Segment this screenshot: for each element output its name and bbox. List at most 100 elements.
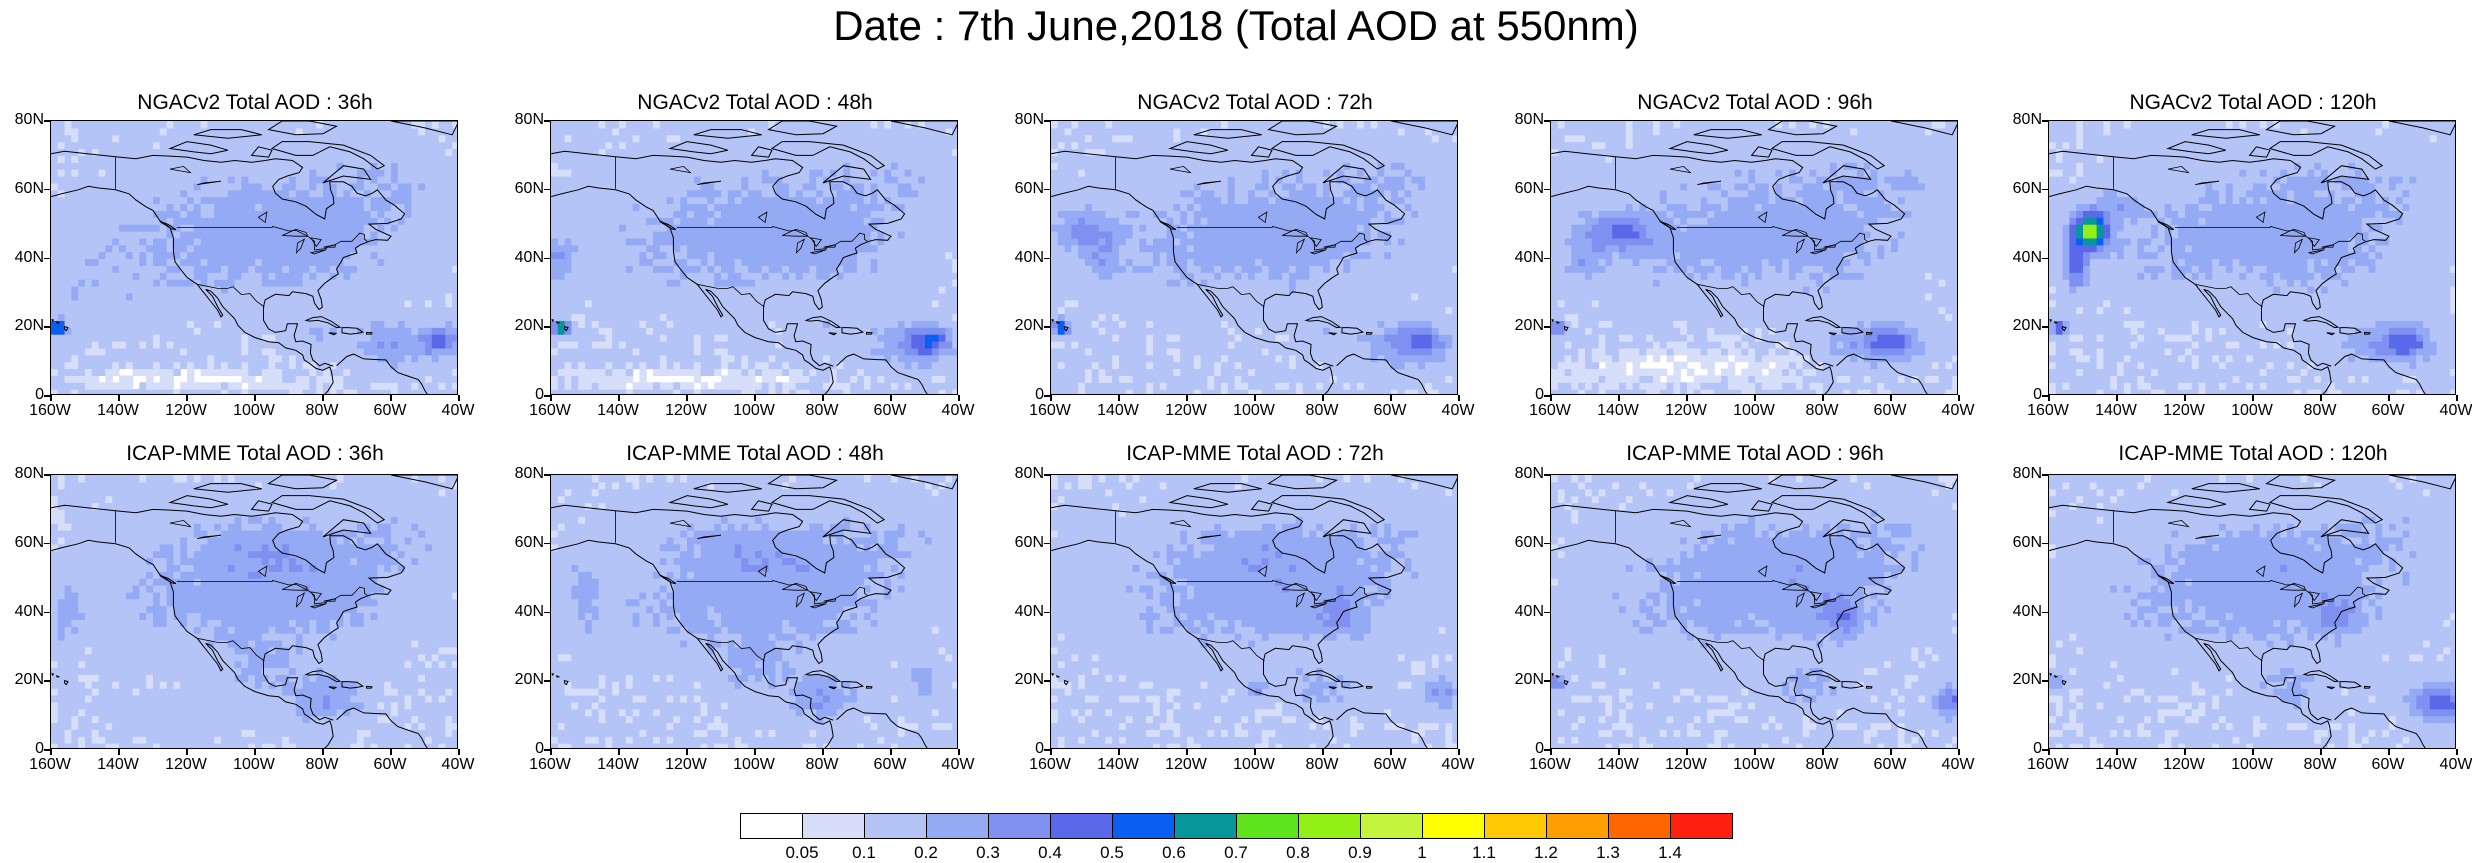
aod-cell [687,300,694,307]
aod-cell [262,169,269,176]
aod-cell [626,135,633,142]
aod-cell [262,197,269,204]
aod-cell [673,265,680,272]
aod-cell [133,307,140,314]
aod-cell [405,355,412,362]
aod-cell [864,204,871,211]
aod-cell [741,362,748,369]
aod-cell [350,279,357,286]
aod-cell [639,183,646,190]
aod-cell [343,286,350,293]
aod-cell [769,197,776,204]
aod-cell [687,183,694,190]
aod-cell [153,238,160,245]
aod-cell [701,348,708,355]
lat-tick-mark [544,326,550,328]
aod-cell [891,265,898,272]
aod-cell [748,327,755,334]
aod-cell [248,183,255,190]
aod-cell [241,183,248,190]
aod-cell [1065,348,1072,355]
aod-cell [85,355,92,362]
aod-cell [139,217,146,224]
aod-cell [932,382,939,389]
aod-cell [269,389,276,395]
aod-cell [565,362,572,369]
aod-cell [735,375,742,382]
aod-cell [78,121,85,128]
aod-cell [411,197,418,204]
aod-cell [309,375,316,382]
aod-cell [282,190,289,197]
aod-cell [51,224,58,231]
aod-cell [377,293,384,300]
aod-cell [578,245,585,252]
aod-cell [898,300,905,307]
aod-cell [207,389,214,395]
aod-cell [626,142,633,149]
aod-cell [371,293,378,300]
aod-cell [99,259,106,266]
aod-cell [599,142,606,149]
aod-cell [282,217,289,224]
aod-cell [1058,265,1065,272]
aod-cell [405,362,412,369]
aod-cell [221,210,228,217]
aod-cell [350,204,357,211]
aod-cell [748,169,755,176]
aod-cell [626,279,633,286]
aod-cell [857,252,864,259]
lat-tick-label: 60N [500,180,544,198]
aod-cell [371,128,378,135]
aod-cell [119,307,126,314]
aod-cell [71,369,78,376]
aod-cell [126,362,133,369]
aod-cell [187,382,194,389]
aod-cell [105,252,112,259]
aod-cell [432,259,439,266]
aod-cell [391,355,398,362]
aod-cell [599,320,606,327]
aod-cell [248,204,255,211]
aod-cell [146,162,153,169]
aod-cell [425,307,432,314]
aod-cell [323,197,330,204]
aod-cell [180,355,187,362]
aod-cell [762,369,769,376]
aod-cell [673,238,680,245]
aod-cell [405,197,412,204]
aod-cell [721,389,728,395]
aod-cell [71,362,78,369]
aod-cell [748,362,755,369]
aod-cell [452,183,458,190]
aod-cell [830,314,837,321]
aod-cell [660,238,667,245]
aod-cell [782,121,789,128]
aod-cell [871,142,878,149]
aod-cell [857,362,864,369]
aod-cell [201,362,208,369]
aod-cell [384,375,391,382]
aod-cell [343,135,350,142]
aod-cell [398,245,405,252]
aod-cell [105,190,112,197]
aod-cell [51,176,58,183]
aod-cell [639,279,646,286]
aod-cell [126,135,133,142]
aod-cell [391,190,398,197]
aod-cell [918,348,925,355]
aod-cell [905,334,912,341]
aod-cell [1051,169,1058,176]
aod-cell [843,320,850,327]
aod-cell [633,265,640,272]
aod-cell [1058,210,1065,217]
aod-cell [78,348,85,355]
aod-cell [146,238,153,245]
aod-cell [1058,382,1065,389]
aod-cell [160,272,167,279]
aod-cell [173,362,180,369]
aod-cell [905,286,912,293]
aod-cell [221,238,228,245]
aod-cell [201,382,208,389]
aod-cell [296,272,303,279]
